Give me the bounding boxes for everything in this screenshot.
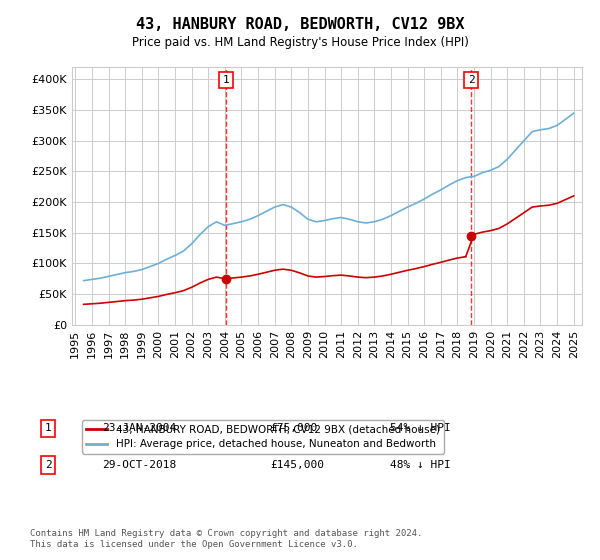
Legend: 43, HANBURY ROAD, BEDWORTH, CV12 9BX (detached house), HPI: Average price, detac: 43, HANBURY ROAD, BEDWORTH, CV12 9BX (de… <box>82 420 444 454</box>
Text: £145,000: £145,000 <box>270 460 324 470</box>
Text: 23-JAN-2004: 23-JAN-2004 <box>102 423 176 433</box>
Text: 1: 1 <box>44 423 52 433</box>
Text: 1: 1 <box>223 75 229 85</box>
Text: Contains HM Land Registry data © Crown copyright and database right 2024.
This d: Contains HM Land Registry data © Crown c… <box>30 529 422 549</box>
Text: Price paid vs. HM Land Registry's House Price Index (HPI): Price paid vs. HM Land Registry's House … <box>131 36 469 49</box>
Text: 2: 2 <box>44 460 52 470</box>
Text: 54% ↓ HPI: 54% ↓ HPI <box>390 423 451 433</box>
Text: 29-OCT-2018: 29-OCT-2018 <box>102 460 176 470</box>
Text: 48% ↓ HPI: 48% ↓ HPI <box>390 460 451 470</box>
Text: 2: 2 <box>468 75 475 85</box>
Text: 43, HANBURY ROAD, BEDWORTH, CV12 9BX: 43, HANBURY ROAD, BEDWORTH, CV12 9BX <box>136 17 464 32</box>
Text: £75,000: £75,000 <box>270 423 317 433</box>
